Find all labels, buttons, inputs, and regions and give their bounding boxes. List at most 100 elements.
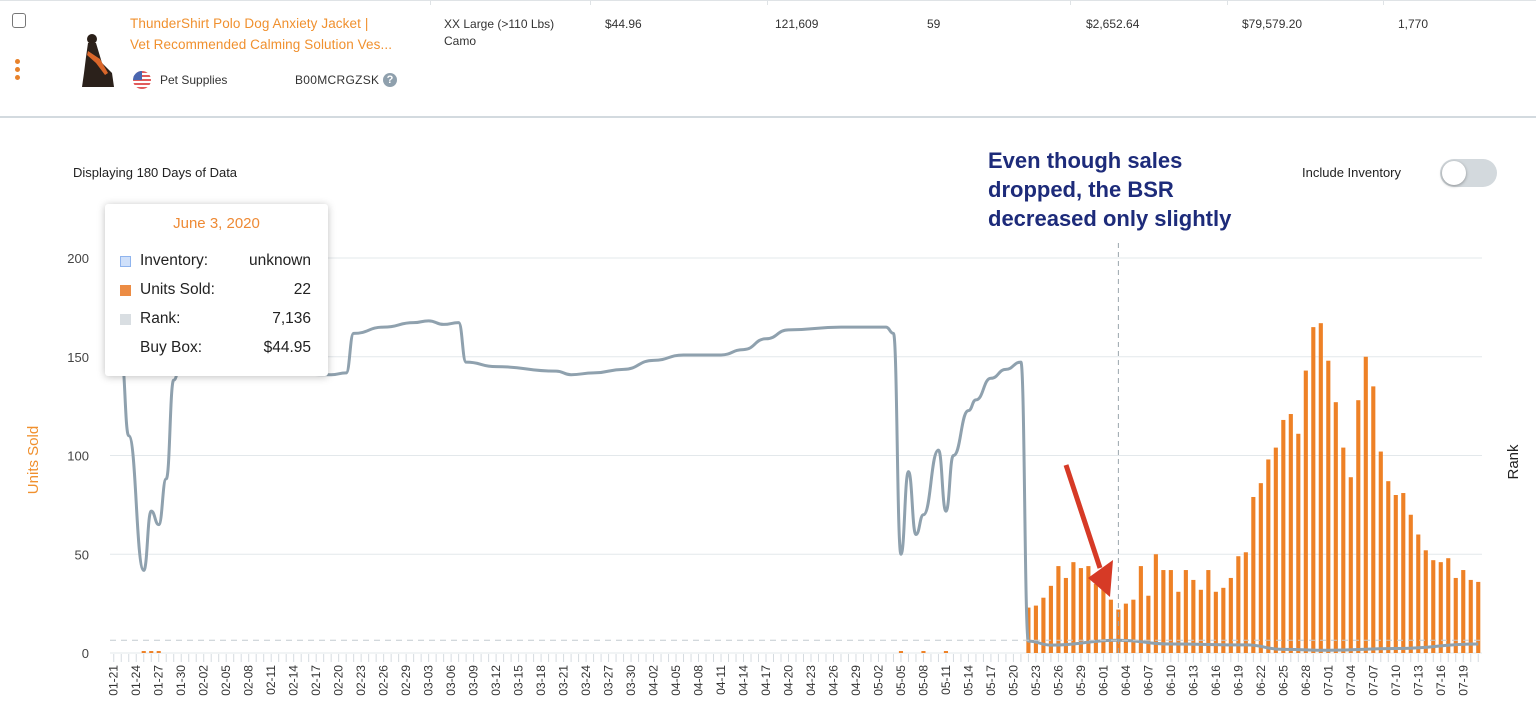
units-sold-bar bbox=[921, 651, 926, 653]
product-image[interactable] bbox=[78, 33, 118, 89]
chart-tooltip: June 3, 2020 Inventory: unknown Units So… bbox=[105, 204, 328, 376]
units-sold-bar bbox=[1303, 370, 1308, 653]
annotation-text: Even though sales dropped, the BSR decre… bbox=[988, 146, 1231, 233]
x-tick-label: 04-02 bbox=[647, 665, 661, 696]
category: Pet Supplies bbox=[160, 73, 228, 87]
units-sold-bar bbox=[1236, 556, 1241, 653]
x-tick-label: 05-20 bbox=[1006, 665, 1020, 696]
product-row: ThunderShirt Polo Dog Anxiety Jacket | V… bbox=[0, 0, 1536, 118]
row-select-checkbox[interactable] bbox=[12, 13, 26, 28]
column-divider bbox=[1227, 1, 1228, 5]
tooltip-label: Rank: bbox=[140, 310, 181, 327]
x-tick-label: 04-26 bbox=[826, 665, 840, 696]
x-tick-label: 07-10 bbox=[1389, 665, 1403, 696]
units-sold-bar bbox=[1146, 595, 1151, 653]
x-tick-label: 02-17 bbox=[309, 665, 323, 696]
annotation-line: dropped, the BSR bbox=[988, 177, 1174, 202]
tooltip-value: 22 bbox=[293, 281, 311, 298]
annotation-arrow bbox=[1063, 464, 1113, 597]
x-tick-label: 07-07 bbox=[1366, 665, 1380, 696]
x-tick-label: 06-13 bbox=[1186, 665, 1200, 696]
units-sold-bar bbox=[1258, 483, 1263, 653]
units-sold-bar bbox=[1048, 585, 1053, 653]
tooltip-label: Inventory: bbox=[140, 252, 209, 269]
x-tick-label: 02-14 bbox=[287, 665, 301, 696]
units-sold-bar bbox=[1281, 419, 1286, 653]
tooltip-date: June 3, 2020 bbox=[173, 215, 260, 232]
sales-cell: 59 bbox=[927, 17, 941, 31]
y2-axis-label: Rank bbox=[1505, 444, 1522, 480]
units-sold-bar bbox=[1213, 591, 1218, 653]
x-tick-label: 05-17 bbox=[984, 665, 998, 696]
x-tick-label: 03-27 bbox=[602, 665, 616, 696]
units-sold-bar bbox=[1416, 534, 1421, 653]
units-sold-bar bbox=[1401, 493, 1406, 653]
include-inventory-toggle[interactable] bbox=[1440, 159, 1497, 187]
x-tick-label: 05-11 bbox=[939, 665, 953, 695]
variant-cell: XX Large (>110 Lbs) Camo bbox=[444, 16, 554, 50]
x-tick-label: 05-02 bbox=[871, 665, 885, 696]
units-sold-bar bbox=[1453, 577, 1458, 653]
x-tick-label: 06-04 bbox=[1119, 665, 1133, 696]
units-sold-bar bbox=[1206, 570, 1211, 653]
column-divider bbox=[767, 1, 768, 5]
x-tick-label: 03-15 bbox=[512, 665, 526, 696]
units-sold-bar bbox=[1371, 386, 1376, 653]
x-tick-label: 06-28 bbox=[1299, 665, 1313, 696]
more-options-icon[interactable] bbox=[15, 59, 21, 83]
product-title-link[interactable]: ThunderShirt Polo Dog Anxiety Jacket | V… bbox=[130, 13, 392, 55]
units-sold-bar bbox=[1393, 495, 1398, 653]
units-sold-bar bbox=[1363, 356, 1368, 653]
x-tick-label: 03-12 bbox=[489, 665, 503, 696]
units-sold-bar bbox=[1446, 558, 1451, 653]
units-sold-bar bbox=[1033, 605, 1038, 653]
x-tick-label: 07-19 bbox=[1456, 665, 1470, 696]
price-cell: $44.96 bbox=[605, 17, 642, 31]
x-tick-label: 05-23 bbox=[1029, 665, 1043, 696]
annotation-line: Even though sales bbox=[988, 148, 1183, 173]
product-title-line: Vet Recommended Calming Solution Ves... bbox=[130, 37, 393, 52]
units-sold-bar bbox=[1086, 566, 1091, 653]
units-sold-bar bbox=[1153, 554, 1158, 653]
units-sold-bar bbox=[1123, 603, 1128, 653]
column-divider bbox=[1383, 1, 1384, 5]
units-sold-bar bbox=[898, 651, 904, 653]
variant-color: Camo bbox=[444, 34, 477, 48]
toggle-knob bbox=[1442, 161, 1466, 185]
y-tick-label: 100 bbox=[67, 449, 89, 464]
units-sold-bar bbox=[1228, 577, 1233, 653]
units-sold-bar bbox=[1101, 583, 1106, 653]
units-sold-bar bbox=[1386, 481, 1391, 653]
column-divider bbox=[1070, 1, 1071, 5]
x-tick-label: 06-16 bbox=[1209, 665, 1223, 696]
x-tick-label: 05-05 bbox=[894, 665, 908, 696]
y-axis-label: Units Sold bbox=[25, 426, 42, 494]
units-sold-bar bbox=[1093, 583, 1098, 653]
units-sold-bar bbox=[1168, 570, 1173, 653]
help-icon[interactable]: ? bbox=[383, 73, 397, 87]
x-tick-label: 06-01 bbox=[1096, 665, 1110, 696]
x-tick-label: 06-19 bbox=[1231, 665, 1245, 696]
x-tick-label: 01-21 bbox=[107, 665, 121, 696]
units-sold-bar bbox=[1333, 402, 1338, 653]
x-tick-label: 02-05 bbox=[219, 665, 233, 696]
units-sold-bar bbox=[1041, 597, 1046, 653]
x-tick-label: 07-16 bbox=[1434, 665, 1448, 696]
x-tick-label: 02-08 bbox=[242, 665, 256, 696]
x-tick-label: 04-08 bbox=[692, 665, 706, 696]
column-divider bbox=[590, 1, 591, 5]
x-tick-label: 04-11 bbox=[714, 665, 728, 695]
product-title-line: ThunderShirt Polo Dog Anxiety Jacket | bbox=[130, 16, 369, 31]
units-sold-bar bbox=[1431, 560, 1436, 653]
units-sold-bar bbox=[1408, 514, 1413, 653]
units-sold-bar bbox=[1056, 566, 1061, 653]
y-tick-label: 150 bbox=[67, 350, 89, 365]
units-sold-bar bbox=[1438, 562, 1443, 653]
units-sold-bar bbox=[1161, 570, 1166, 653]
include-inventory-label: Include Inventory bbox=[1302, 165, 1402, 180]
units-sold-bar bbox=[1063, 577, 1068, 653]
units-sold-bar bbox=[1266, 459, 1271, 653]
x-tick-label: 02-29 bbox=[399, 665, 413, 696]
units-sold-bar bbox=[1423, 550, 1428, 653]
